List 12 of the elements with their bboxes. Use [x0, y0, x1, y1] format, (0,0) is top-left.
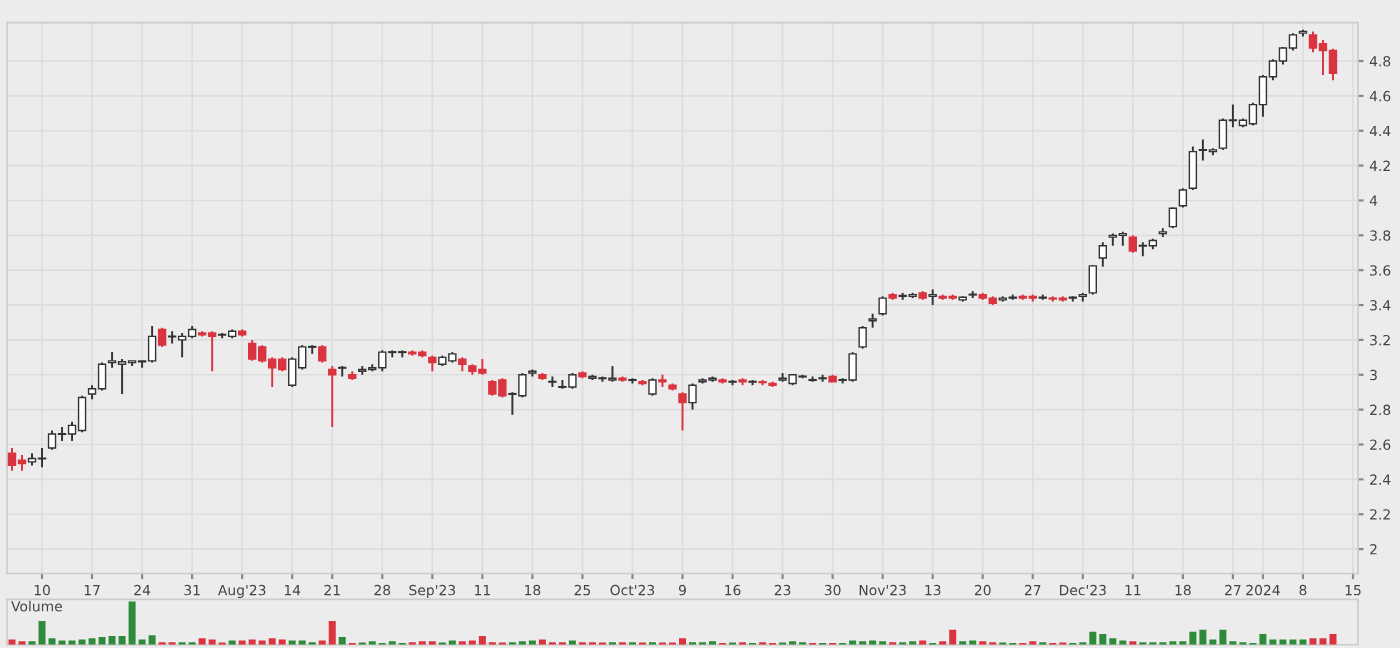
candlestick: [157, 326, 167, 348]
candlestick: [858, 325, 867, 350]
candlestick: [1178, 187, 1188, 209]
candlestick: [678, 391, 687, 432]
candlestick: [878, 295, 887, 317]
candlestick: [688, 382, 697, 411]
candlestick: [1088, 263, 1098, 296]
candlestick: [1168, 206, 1178, 230]
bar: [338, 636, 346, 645]
candlestick: [338, 365, 347, 378]
candlestick: [1098, 241, 1108, 268]
candlestick: [1188, 145, 1198, 191]
